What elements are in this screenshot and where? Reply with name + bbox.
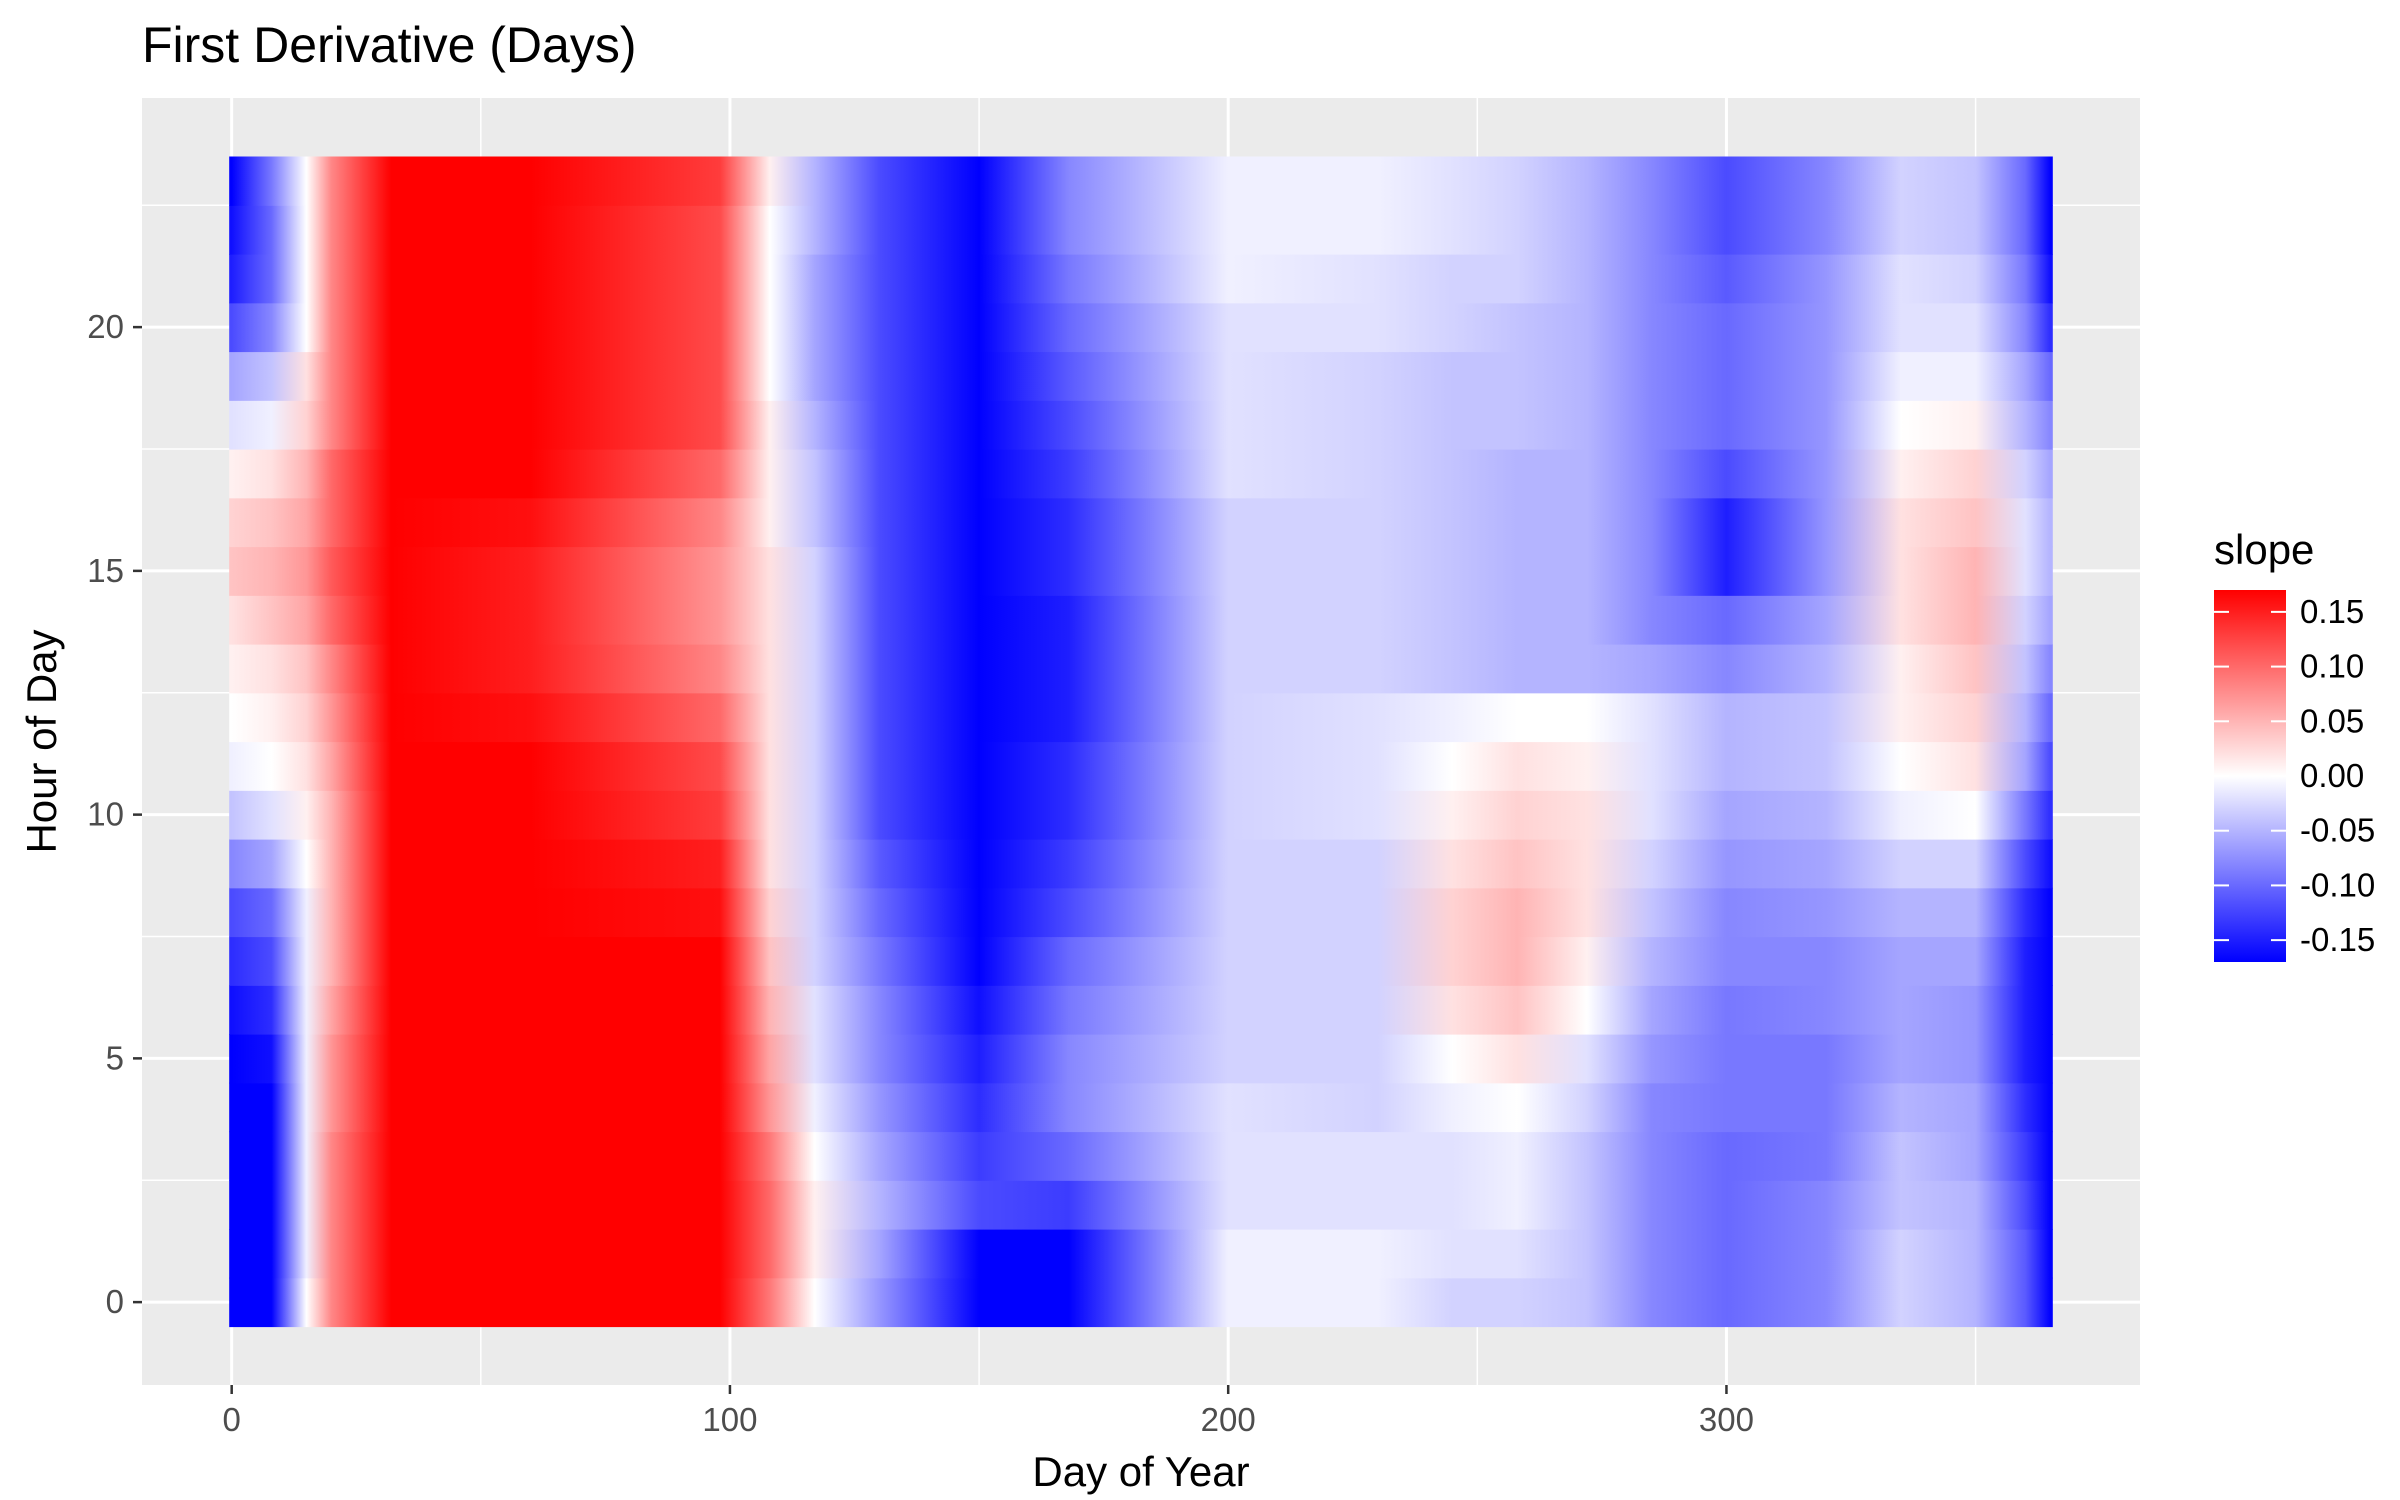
chart-title: First Derivative (Days) bbox=[142, 17, 636, 73]
heatmap-row-hour-7 bbox=[229, 936, 2053, 986]
legend-label: -0.15 bbox=[2300, 921, 2375, 958]
heatmap-row-hour-2 bbox=[229, 1180, 2053, 1230]
y-tick-label: 10 bbox=[87, 796, 124, 833]
heatmap-row-hour-10 bbox=[229, 790, 2053, 840]
heatmap-row-hour-5 bbox=[229, 1034, 2053, 1084]
x-axis: 0 100 200 300 bbox=[223, 1385, 1754, 1438]
heatmap-row-hour-12 bbox=[229, 692, 2053, 743]
heatmap-row-hour-13 bbox=[229, 644, 2053, 694]
legend-label: -0.05 bbox=[2300, 812, 2375, 849]
heatmap-row-hour-16 bbox=[229, 497, 2053, 548]
x-tick-label: 0 bbox=[223, 1401, 241, 1438]
y-tick-label: 5 bbox=[106, 1039, 124, 1076]
heatmap-row-hour-21 bbox=[229, 254, 2053, 304]
legend-label: 0.10 bbox=[2300, 648, 2364, 685]
heatmap-row-hour-22 bbox=[229, 205, 2053, 255]
heatmap-row-hour-1 bbox=[229, 1229, 2053, 1279]
heatmap-row-hour-6 bbox=[229, 985, 2053, 1035]
heatmap-row-hour-8 bbox=[229, 887, 2053, 938]
y-tick-label: 15 bbox=[87, 552, 124, 589]
legend-title: slope bbox=[2214, 526, 2314, 573]
heatmap-row-hour-14 bbox=[229, 595, 2053, 645]
heatmap-row-hour-3 bbox=[229, 1131, 2053, 1181]
plot-panel bbox=[142, 98, 2140, 1385]
heatmap-row-hour-17 bbox=[229, 449, 2053, 499]
heatmap-tiles bbox=[229, 156, 2053, 1328]
x-tick-label: 300 bbox=[1699, 1401, 1754, 1438]
heatmap-row-hour-18 bbox=[229, 400, 2053, 450]
y-tick-label: 20 bbox=[87, 308, 124, 345]
heatmap-row-hour-19 bbox=[229, 351, 2053, 401]
y-axis: 0 5 10 15 20 bbox=[87, 308, 142, 1320]
y-axis-title: Hour of Day bbox=[18, 629, 65, 853]
legend-label: 0.15 bbox=[2300, 593, 2364, 630]
heatmap-row-hour-11 bbox=[229, 741, 2053, 791]
legend-label: -0.10 bbox=[2300, 866, 2375, 903]
x-tick-label: 200 bbox=[1201, 1401, 1256, 1438]
legend: slope 0.15 0.10 0.05 0.00 -0.05 -0.10 -0.15 bbox=[2214, 526, 2375, 962]
heatmap-row-hour-9 bbox=[229, 839, 2053, 889]
heatmap-row-hour-23 bbox=[229, 156, 2053, 206]
x-tick-label: 100 bbox=[702, 1401, 757, 1438]
heatmap-row-hour-15 bbox=[229, 546, 2053, 596]
legend-label: 0.05 bbox=[2300, 702, 2364, 739]
heatmap-row-hour-4 bbox=[229, 1082, 2053, 1133]
y-tick-label: 0 bbox=[106, 1283, 124, 1320]
legend-label: 0.00 bbox=[2300, 757, 2364, 794]
x-axis-title: Day of Year bbox=[1032, 1448, 1249, 1495]
heatmap-row-hour-0 bbox=[229, 1277, 2053, 1328]
heatmap-row-hour-20 bbox=[229, 302, 2053, 353]
